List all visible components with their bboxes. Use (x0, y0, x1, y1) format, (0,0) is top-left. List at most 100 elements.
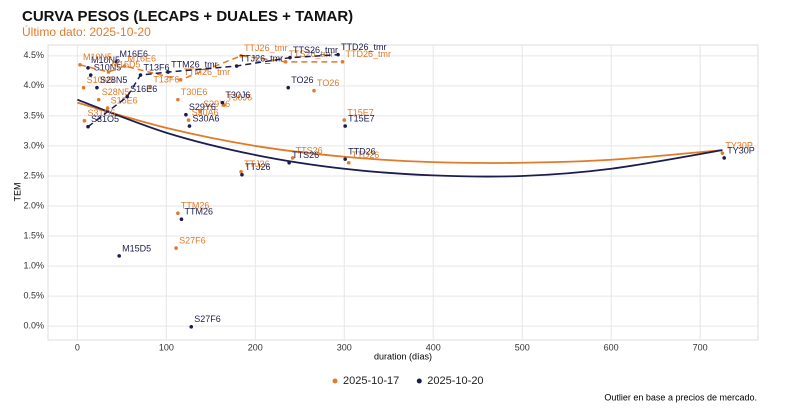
point-label: TTM26 (184, 207, 213, 217)
point-label: TTM26_tmr (171, 59, 218, 69)
point (290, 156, 295, 160)
point (286, 85, 291, 90)
point-label: S28N5 (100, 75, 128, 85)
point-label: TY30P (725, 141, 753, 151)
chart-title: CURVA PESOS (LECAPS + DUALES + TAMAR) (22, 8, 353, 25)
fit-curve (77, 101, 723, 164)
point (343, 124, 347, 128)
point-label: M15D5 (112, 59, 141, 69)
point-label: M10N5 (91, 55, 120, 65)
y-tick-label: 4.0% (23, 80, 44, 90)
point-label: TY30P (727, 145, 755, 155)
grid (48, 45, 758, 340)
point-label: TTD26 (352, 150, 380, 160)
point-label: TTJ26_tmr (240, 53, 284, 63)
point-label: M10N5 (83, 52, 112, 62)
point (283, 60, 288, 64)
point-label: S31O5 (91, 114, 119, 124)
point (96, 97, 101, 102)
legend-label: 2025-10-20 (427, 375, 483, 387)
point (174, 246, 178, 250)
point (176, 211, 180, 216)
point (105, 106, 110, 110)
point (340, 60, 345, 64)
point-label: S16E6 (111, 95, 138, 105)
note: Outlier en base a precios de mercado. (604, 392, 757, 402)
point-label: M15D5 (122, 243, 151, 253)
point (240, 172, 244, 177)
point-label: M16E6 (128, 53, 157, 63)
x-axis-label: duration (días) (374, 351, 432, 361)
point (346, 160, 351, 165)
y-tick-label: 3.5% (23, 110, 44, 120)
point-label: TO26 (291, 75, 313, 85)
x-tick-label: 0 (75, 342, 80, 352)
y-axis-label: TEM (12, 183, 22, 202)
point (287, 160, 291, 165)
x-tick-label: 100 (159, 342, 174, 352)
point (179, 217, 184, 222)
x-tick-label: 400 (426, 342, 441, 352)
fit-curve (77, 98, 723, 178)
point (220, 100, 225, 105)
point-label: TTD26_tmr (341, 42, 387, 52)
point-label: T30J6 (227, 92, 252, 102)
point (336, 52, 340, 57)
y-tick-label: 3.0% (23, 140, 44, 150)
legend-marker (416, 378, 422, 384)
point-label: TTM26_tmr (184, 67, 231, 77)
point (178, 78, 183, 82)
point (95, 85, 99, 90)
point-label: TTJ26 (245, 162, 271, 172)
point-label: TTD26 (348, 147, 376, 157)
point (88, 73, 93, 77)
point-label: S16E6 (130, 84, 157, 94)
point (312, 88, 316, 93)
point (342, 118, 347, 122)
point (82, 118, 87, 123)
point (125, 94, 129, 99)
point-label: T15E7 (348, 113, 375, 123)
point-label: S27F6 (179, 235, 206, 245)
point (122, 64, 127, 68)
point-label: S29Y6 (203, 99, 230, 109)
point-label: T13F6 (144, 62, 170, 72)
point (234, 64, 239, 68)
point (176, 97, 180, 102)
point (720, 151, 725, 155)
point (288, 55, 292, 60)
point-label: M16E6 (120, 49, 149, 59)
point-label: S30A6 (192, 107, 219, 117)
point-label: TTJ26 (244, 159, 270, 169)
y-tick-label: 1.0% (23, 260, 44, 270)
point-label: S10N5 (94, 62, 122, 72)
point-label: TTS26 (292, 150, 319, 160)
point-label: TTS26_tmr (289, 49, 334, 59)
point-label: TTS26 (296, 145, 323, 155)
point-label: S10N5 (87, 75, 115, 85)
point (86, 66, 90, 70)
point (138, 73, 143, 77)
point (722, 156, 726, 160)
legend-label: 2025-10-17 (343, 375, 399, 387)
legend-marker (332, 378, 338, 384)
point (117, 254, 121, 258)
point (78, 63, 82, 67)
point (166, 70, 170, 74)
point (184, 112, 188, 117)
point-label: T30J6 (225, 90, 250, 100)
y-tick-label: 2.5% (23, 170, 44, 180)
x-tick-label: 600 (604, 342, 619, 352)
point (148, 85, 153, 89)
y-tick-label: 0.0% (23, 321, 44, 331)
point (86, 124, 90, 129)
y-tick-label: 4.5% (23, 50, 44, 60)
point-label: T30E6 (181, 87, 208, 97)
point (114, 60, 119, 64)
point (186, 118, 191, 122)
point-label: T13F6 (153, 74, 179, 84)
chart-subtitle: Último dato: 2025-10-20 (22, 24, 151, 39)
point-label: TTM26 (181, 201, 210, 211)
point-label: S31O5 (87, 108, 115, 118)
